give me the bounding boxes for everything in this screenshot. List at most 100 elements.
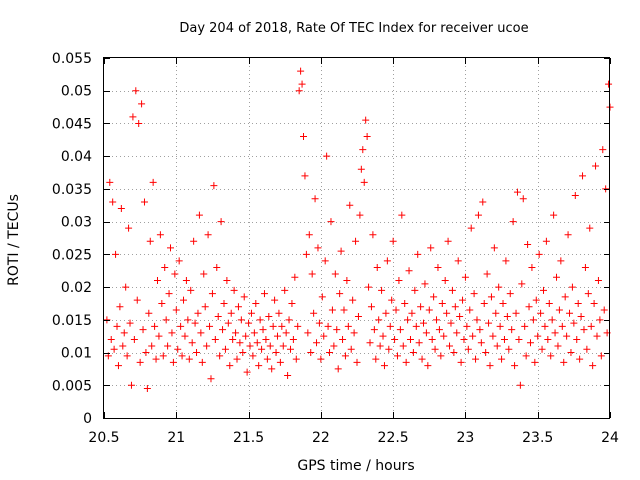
data-point bbox=[483, 270, 491, 278]
data-point bbox=[539, 286, 547, 294]
data-point bbox=[554, 342, 562, 350]
data-point bbox=[245, 319, 253, 327]
data-point bbox=[219, 326, 227, 334]
data-point bbox=[383, 257, 391, 265]
data-point bbox=[132, 87, 140, 95]
data-point bbox=[386, 322, 394, 330]
data-point bbox=[194, 309, 202, 317]
data-point bbox=[408, 309, 416, 317]
data-point bbox=[195, 211, 203, 219]
data-point bbox=[516, 381, 524, 389]
y-tick-labels: 0 0.005 0.01 0.015 0.02 0.025 0.03 0.035 0.04 0.0… bbox=[52, 51, 92, 427]
data-point bbox=[495, 283, 503, 291]
data-point bbox=[266, 342, 274, 350]
data-point bbox=[380, 362, 388, 370]
data-point bbox=[366, 339, 374, 347]
data-point bbox=[440, 332, 448, 340]
data-point bbox=[354, 313, 362, 321]
plot-frame bbox=[103, 57, 610, 419]
y-tick-label: 0.015 bbox=[52, 313, 92, 329]
data-point bbox=[509, 218, 517, 226]
x-tick-label: 24 bbox=[601, 430, 619, 446]
data-point bbox=[243, 368, 251, 376]
data-point bbox=[379, 332, 387, 340]
data-point bbox=[188, 339, 196, 347]
data-point bbox=[474, 211, 482, 219]
data-point bbox=[159, 352, 167, 360]
data-point bbox=[272, 349, 280, 357]
x-tick-label: 22.5 bbox=[378, 430, 409, 446]
data-point bbox=[486, 362, 494, 370]
data-point bbox=[294, 322, 302, 330]
data-point bbox=[412, 322, 420, 330]
data-point bbox=[148, 342, 156, 350]
data-point bbox=[247, 309, 255, 317]
chart-title: Day 204 of 2018, Rate Of TEC Index for r… bbox=[179, 21, 528, 36]
data-point bbox=[450, 349, 458, 357]
data-point bbox=[460, 335, 468, 343]
data-point bbox=[103, 316, 111, 324]
data-point bbox=[126, 319, 134, 327]
data-point bbox=[592, 162, 600, 170]
data-point bbox=[107, 335, 115, 343]
data-point bbox=[571, 191, 579, 199]
data-point bbox=[570, 319, 578, 327]
data-point bbox=[441, 277, 449, 285]
data-point bbox=[508, 326, 516, 334]
data-point bbox=[279, 342, 287, 350]
data-point bbox=[414, 250, 422, 258]
data-point bbox=[454, 257, 462, 265]
data-point bbox=[263, 355, 271, 363]
data-point bbox=[411, 286, 419, 294]
data-point bbox=[563, 332, 571, 340]
data-point bbox=[211, 335, 219, 343]
data-point bbox=[330, 342, 338, 350]
data-point bbox=[365, 283, 373, 291]
data-point bbox=[524, 241, 532, 249]
data-point bbox=[586, 224, 594, 232]
data-point bbox=[326, 349, 334, 357]
data-point bbox=[389, 237, 397, 245]
data-point bbox=[522, 352, 530, 360]
data-point bbox=[463, 322, 471, 330]
data-point bbox=[512, 309, 520, 317]
data-point bbox=[302, 250, 310, 258]
data-point bbox=[311, 195, 319, 203]
data-point bbox=[317, 355, 325, 363]
data-point bbox=[233, 355, 241, 363]
data-point bbox=[447, 319, 455, 327]
data-point bbox=[503, 313, 511, 321]
data-point bbox=[363, 133, 371, 141]
data-point bbox=[551, 329, 559, 337]
data-point bbox=[352, 237, 360, 245]
data-point bbox=[286, 345, 294, 353]
data-point bbox=[123, 352, 131, 360]
data-point bbox=[246, 342, 254, 350]
data-point bbox=[564, 231, 572, 239]
data-point bbox=[404, 316, 412, 324]
data-point bbox=[538, 345, 546, 353]
x-tick-label: 22 bbox=[312, 430, 330, 446]
data-point bbox=[168, 329, 176, 337]
data-point bbox=[239, 349, 247, 357]
data-point bbox=[119, 342, 127, 350]
data-point bbox=[236, 339, 244, 347]
data-point bbox=[590, 299, 598, 307]
data-point bbox=[576, 355, 584, 363]
data-point bbox=[492, 309, 500, 317]
data-point bbox=[333, 326, 341, 334]
data-point bbox=[558, 322, 566, 330]
data-point bbox=[353, 358, 361, 366]
y-tick-label: 0.02 bbox=[61, 280, 92, 296]
data-point bbox=[375, 316, 383, 324]
data-point bbox=[207, 375, 215, 383]
grid-lines bbox=[104, 58, 610, 418]
data-point bbox=[178, 352, 186, 360]
data-point bbox=[122, 283, 130, 291]
data-point bbox=[589, 362, 597, 370]
y-tick-label: 0.005 bbox=[52, 378, 92, 394]
y-tick-label: 0.045 bbox=[52, 116, 92, 132]
x-tick-labels: 20.5 21 21.5 22 22.5 23 23.5 24 bbox=[88, 430, 619, 446]
data-point bbox=[318, 293, 326, 301]
data-point bbox=[382, 309, 390, 317]
